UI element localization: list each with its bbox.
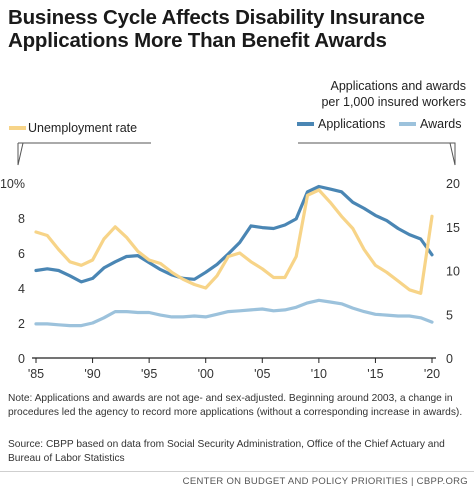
x-tick-label: '10	[311, 367, 327, 381]
left-axis-bracket	[17, 142, 151, 166]
right-tick-label: 20	[446, 177, 460, 191]
x-tick-label: '05	[254, 367, 270, 381]
left-tick-label: 2	[18, 317, 25, 331]
chart-title: Business Cycle Affects Disability Insura…	[8, 6, 468, 52]
right-axis-bracket	[298, 142, 456, 166]
right-tick-label: 10	[446, 265, 460, 279]
x-tick-label: '15	[367, 367, 383, 381]
series-line-awards	[34, 298, 434, 328]
right-axis-title-line-2: per 1,000 insured workers	[321, 95, 466, 109]
title-line-2: Applications More Than Benefit Awards	[8, 29, 387, 52]
chart-source: Source: CBPP based on data from Social S…	[8, 439, 445, 464]
x-tick-label: '20	[424, 367, 440, 381]
left-tick-label: 8	[18, 212, 25, 226]
left-tick-label: 6	[18, 247, 25, 261]
left-axis-title: Unemployment rate	[28, 121, 137, 135]
left-tick-label: 10%	[0, 177, 25, 191]
chart-series	[34, 184, 434, 328]
legend-awards-label: Awards	[420, 117, 461, 131]
title-line-1: Business Cycle Affects Disability Insura…	[8, 6, 425, 29]
line-chart: Unemployment rate Applications and award…	[0, 79, 467, 381]
legend-applications-label: Applications	[318, 117, 385, 131]
series-line-applications	[34, 184, 434, 284]
left-tick-label: 0	[18, 352, 25, 366]
footer-credit: CENTER ON BUDGET AND POLICY PRIORITIES |…	[182, 476, 468, 487]
footer-divider	[0, 471, 474, 472]
x-tick-label: '00	[198, 367, 214, 381]
x-tick-label: '90	[84, 367, 100, 381]
right-tick-label: 0	[446, 352, 453, 366]
left-tick-label: 4	[18, 282, 25, 296]
series-line-unemployment	[34, 188, 434, 295]
chart-axes: 0 2 4 6 8 10% 0 5 10 15 20 '85 '90 '95 '00 '05 '10 '15 '20	[0, 177, 460, 381]
right-tick-label: 15	[446, 221, 460, 235]
chart-note: Note: Applications and awards are not ag…	[8, 393, 463, 418]
x-tick-label: '95	[141, 367, 157, 381]
right-axis-title-line-1: Applications and awards	[331, 79, 467, 93]
right-tick-label: 5	[446, 308, 453, 322]
x-tick-label: '85	[28, 367, 44, 381]
